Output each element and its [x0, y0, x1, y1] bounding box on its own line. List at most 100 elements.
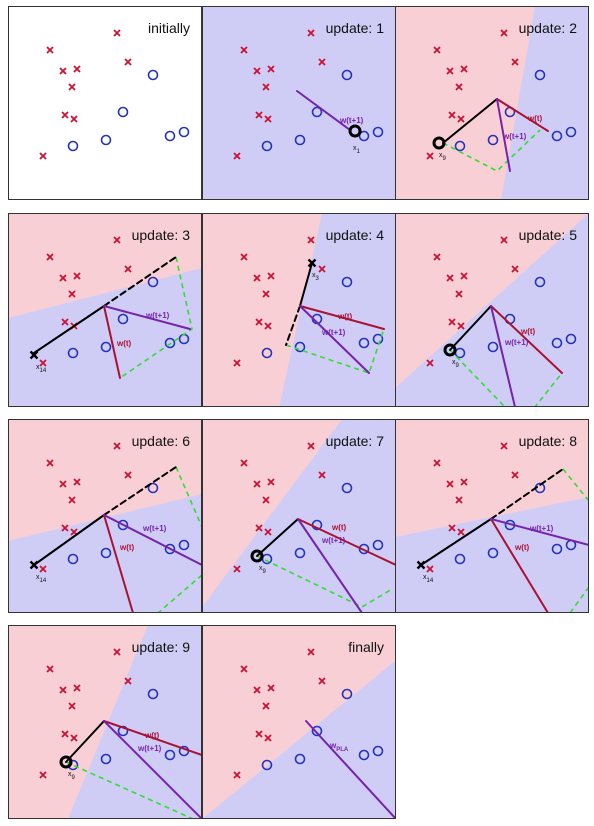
cross-stroke [262, 702, 270, 710]
cross-stroke [61, 318, 69, 326]
cross-stroke [70, 115, 78, 123]
cross-stroke [73, 65, 81, 73]
positive-point-cross [433, 253, 441, 261]
cross-stroke [124, 58, 132, 66]
x-vector [65, 720, 105, 763]
positive-point-cross [59, 274, 67, 282]
cross-stroke [113, 29, 121, 37]
vector-label: x14 [423, 574, 434, 584]
positive-point-cross [46, 459, 54, 467]
cross-stroke [39, 565, 47, 573]
positive-point-cross [240, 459, 248, 467]
cross-stroke [68, 83, 76, 91]
negative-point-circle [178, 126, 190, 138]
positive-point-cross [39, 565, 47, 573]
negative-point-circle [164, 337, 176, 349]
cross-stroke [61, 730, 69, 738]
positive-point-cross [61, 730, 69, 738]
cross-stroke [253, 686, 261, 694]
misclassified-point [443, 343, 457, 357]
positive-point-cross [113, 236, 121, 244]
misclassified-point [29, 560, 39, 570]
positive-point-cross [68, 702, 76, 710]
positive-point-cross [255, 524, 263, 532]
positive-point-cross [448, 524, 456, 532]
x-vector [256, 518, 299, 557]
cross-stroke [113, 648, 121, 656]
negative-point-circle [147, 688, 159, 700]
cross-stroke [68, 496, 76, 504]
cross-stroke [426, 565, 434, 573]
w-t-vector [103, 305, 121, 379]
cross-stroke [253, 480, 261, 488]
parallelogram-guide [119, 256, 193, 379]
misclassified-point [250, 549, 264, 563]
cross-stroke [59, 274, 67, 282]
label-main: w(t+1) [137, 744, 162, 753]
cross-stroke [511, 471, 519, 479]
positive-point-cross [255, 111, 263, 119]
cross-stroke [318, 471, 326, 479]
parallelogram-guide [562, 468, 589, 502]
positive-point-cross [455, 83, 463, 91]
label-main: x [68, 771, 72, 778]
vector-label: x9 [259, 565, 267, 575]
w-t1-vector [490, 305, 516, 407]
cross-stroke [61, 524, 69, 532]
vector-label: x3 [312, 272, 320, 282]
cross-stroke [255, 730, 263, 738]
cross-stroke [113, 236, 121, 244]
misclassified-point [59, 755, 73, 769]
positive-point-cross [426, 152, 434, 160]
label-main: w(t) [119, 543, 135, 552]
positive-point-cross [39, 771, 47, 779]
positive-point-cross [240, 46, 248, 54]
positive-point-cross [255, 730, 263, 738]
positive-point-cross [68, 290, 76, 298]
cross-stroke [70, 528, 78, 536]
label-main: x [312, 272, 316, 279]
negative-point-circle [147, 276, 159, 288]
negative-point-circle [372, 333, 384, 345]
cross-stroke [455, 496, 463, 504]
positive-point-cross [264, 322, 272, 330]
label-subscript: 9 [72, 775, 76, 781]
vector-label: w(t+1) [321, 328, 346, 337]
vector-label: w(t+1) [339, 116, 364, 125]
panel-0: initially [8, 6, 202, 200]
cross-stroke [255, 524, 263, 532]
panel-title: update: 9 [132, 639, 191, 655]
cross-stroke [318, 677, 326, 685]
w-t-vector [299, 305, 385, 330]
label-main: w(t+1) [321, 328, 346, 337]
label-main: w(t) [144, 731, 160, 740]
cross-stroke [68, 702, 76, 710]
misclassified-point [416, 560, 426, 570]
cross-stroke [460, 272, 468, 280]
w-pla-vector [305, 720, 396, 819]
negative-point-circle [117, 725, 129, 737]
vector-label: w(t+1) [504, 338, 529, 347]
cross-stroke [267, 65, 275, 73]
cross-stroke [457, 115, 465, 123]
negative-point-circle [372, 539, 384, 551]
positive-point-cross [460, 65, 468, 73]
x-vector [449, 305, 492, 351]
cross-stroke [448, 318, 456, 326]
label-main: w(t) [337, 312, 353, 321]
cross-stroke [113, 442, 121, 450]
negative-point-circle [341, 276, 353, 288]
positive-point-cross [73, 478, 81, 486]
cross-stroke [511, 58, 519, 66]
label-subscript: PLA [336, 747, 349, 753]
